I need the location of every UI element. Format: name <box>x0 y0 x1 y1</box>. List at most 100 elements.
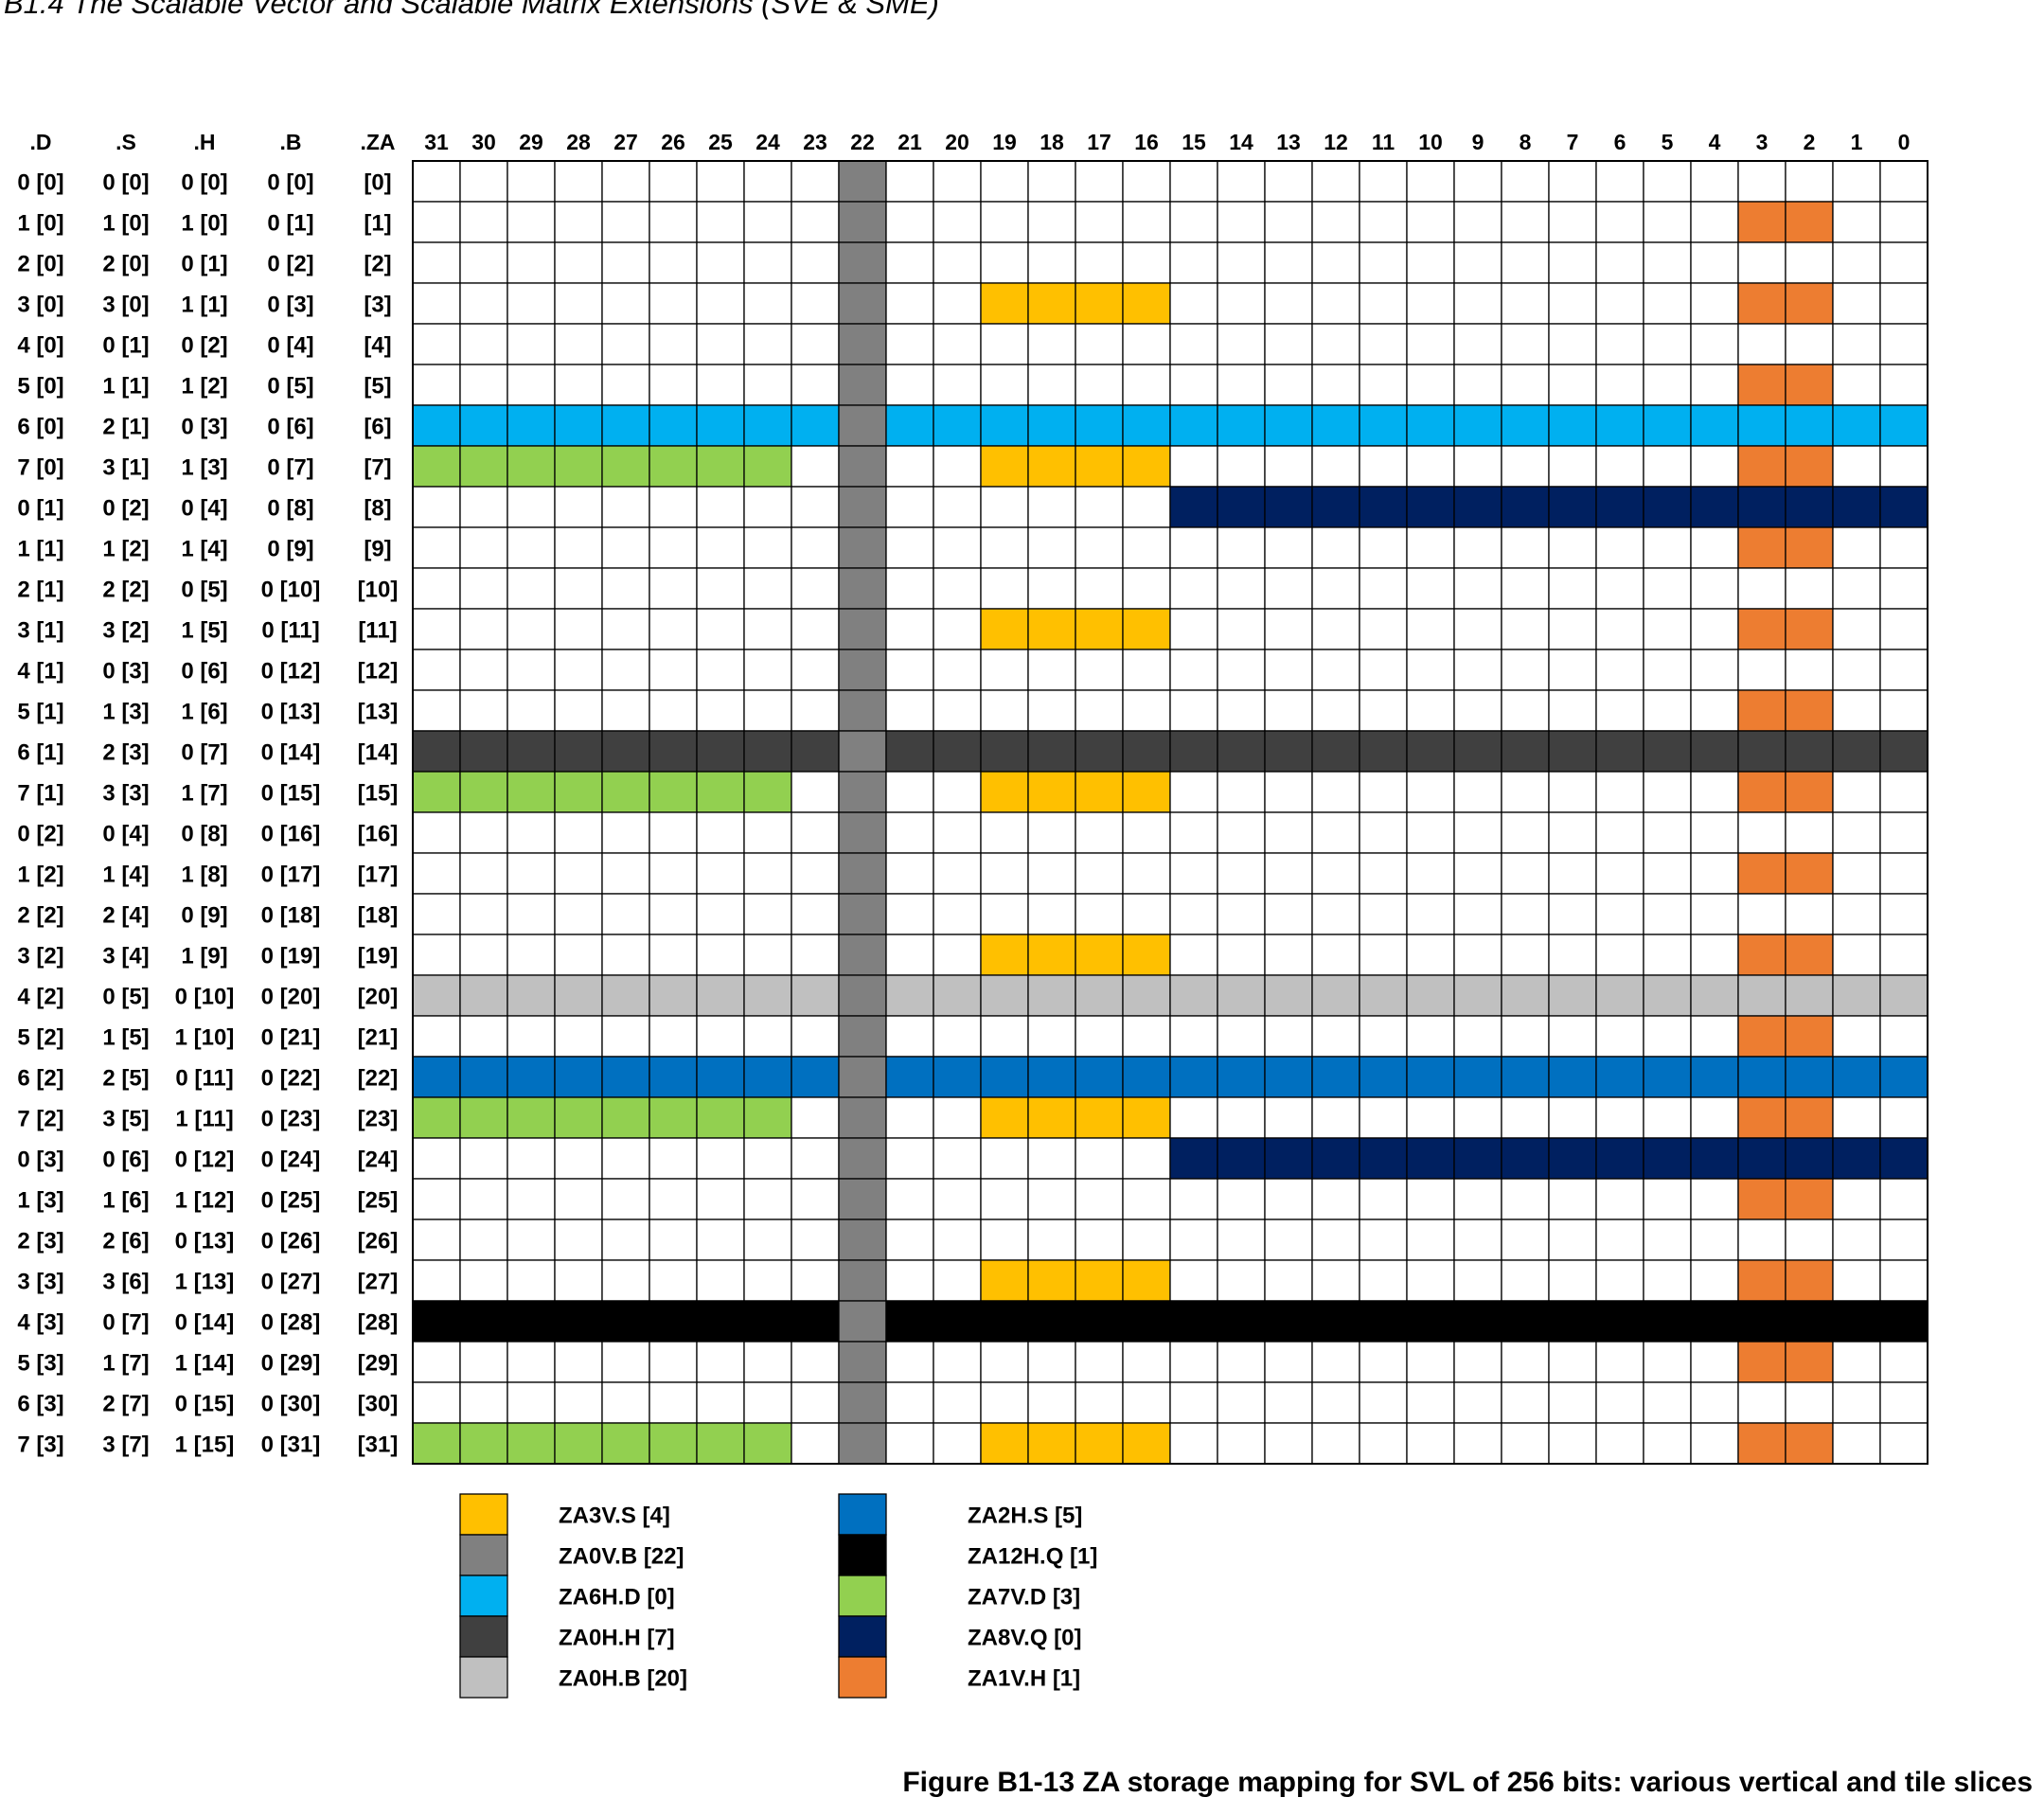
za-cell <box>1311 1178 1360 1220</box>
za-cell <box>1122 1422 1171 1465</box>
za-cell <box>1595 1137 1644 1180</box>
za-cell <box>1879 1096 1928 1139</box>
za-cell <box>1406 730 1455 773</box>
za-cell <box>412 404 461 447</box>
za-cell <box>1406 1381 1455 1424</box>
za-cell <box>1264 852 1313 895</box>
za-cell <box>1027 364 1076 406</box>
row-label-za: [30] <box>358 1392 399 1417</box>
za-cell <box>649 608 698 650</box>
za-cell <box>1027 1219 1076 1261</box>
za-cell <box>1595 771 1644 813</box>
za-cell <box>980 160 1029 203</box>
za-cell <box>1501 201 1550 243</box>
za-cell <box>885 649 934 691</box>
za-cell <box>1075 323 1124 365</box>
za-cell <box>1501 1096 1550 1139</box>
za-cell <box>1879 689 1928 732</box>
za-cell <box>1027 608 1076 650</box>
za-cell <box>980 893 1029 935</box>
byte-column-header: 23 <box>803 130 827 154</box>
za-cell <box>1217 241 1266 284</box>
za-cell <box>980 649 1029 691</box>
za-cell <box>1027 934 1076 976</box>
za-cell <box>791 608 840 650</box>
za-cell <box>1879 1381 1928 1424</box>
za-cell <box>649 852 698 895</box>
za-cell <box>1501 1137 1550 1180</box>
row-label-s: 3 [5] <box>102 1107 149 1132</box>
za-cell <box>1217 201 1266 243</box>
za-cell <box>933 567 982 610</box>
byte-column-header: 5 <box>1662 130 1674 154</box>
za-cell <box>459 689 508 732</box>
za-cell <box>980 1178 1029 1220</box>
za-cell <box>1122 1056 1171 1098</box>
row-label-d: 3 [3] <box>17 1270 63 1295</box>
za-cell <box>1217 811 1266 854</box>
za-cell <box>696 1056 745 1098</box>
za-cell <box>1879 160 1928 203</box>
za-cell <box>1311 567 1360 610</box>
za-cell <box>791 323 840 365</box>
row-label-b: 0 [20] <box>261 985 321 1010</box>
za-cell <box>459 1219 508 1261</box>
za-cell <box>1595 567 1644 610</box>
row-label-h: 1 [8] <box>181 863 227 888</box>
legend-swatch <box>838 1534 887 1576</box>
za-cell <box>1264 1178 1313 1220</box>
za-cell <box>1075 567 1124 610</box>
za-cell <box>507 934 556 976</box>
legend-swatch <box>838 1493 887 1536</box>
za-cell <box>838 1341 887 1383</box>
za-cell <box>1832 1341 1881 1383</box>
za-cell <box>838 1259 887 1302</box>
za-cell <box>1406 160 1455 203</box>
za-cell <box>459 526 508 569</box>
za-cell <box>1027 526 1076 569</box>
za-cell <box>1501 811 1550 854</box>
za-cell <box>459 1178 508 1220</box>
za-cell <box>1643 160 1692 203</box>
za-cell <box>554 1341 603 1383</box>
za-cell <box>885 486 934 528</box>
za-cell <box>933 323 982 365</box>
za-cell <box>1311 323 1360 365</box>
za-cell <box>1690 486 1739 528</box>
za-cell <box>1595 1015 1644 1058</box>
za-cell <box>1737 730 1786 773</box>
row-label-za: [21] <box>358 1025 399 1051</box>
za-cell <box>933 1056 982 1098</box>
za-cell <box>696 852 745 895</box>
za-cell <box>1264 1381 1313 1424</box>
za-cell <box>885 1219 934 1261</box>
row-label-d: 6 [0] <box>17 415 63 440</box>
za-cell <box>507 649 556 691</box>
legend-swatch <box>459 1575 508 1617</box>
za-cell <box>791 934 840 976</box>
za-cell <box>412 1300 461 1343</box>
za-cell <box>1264 201 1313 243</box>
za-cell <box>1311 241 1360 284</box>
za-cell <box>980 364 1029 406</box>
za-cell <box>507 730 556 773</box>
za-cell <box>1169 689 1218 732</box>
row-label-za: [12] <box>358 659 399 685</box>
za-cell <box>1453 445 1502 488</box>
za-cell <box>1453 486 1502 528</box>
za-cell <box>601 1178 650 1220</box>
za-cell <box>980 730 1029 773</box>
za-cell <box>838 689 887 732</box>
za-cell <box>791 649 840 691</box>
za-cell <box>1264 1137 1313 1180</box>
row-label-h: 0 [8] <box>181 822 227 847</box>
za-cell <box>980 1341 1029 1383</box>
za-cell <box>1311 1056 1360 1098</box>
za-cell <box>1643 1015 1692 1058</box>
za-cell <box>554 526 603 569</box>
row-label-header: .D <box>30 130 52 154</box>
za-cell <box>412 1137 461 1180</box>
row-label-za: [20] <box>358 985 399 1010</box>
za-cell <box>1122 608 1171 650</box>
za-cell <box>1453 282 1502 325</box>
